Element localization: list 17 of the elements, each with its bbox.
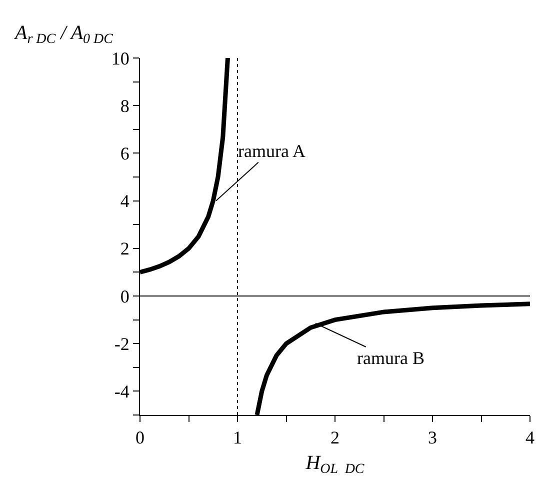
x-tick-label: 3 xyxy=(428,428,437,448)
x-tick-label: 1 xyxy=(233,428,242,448)
y-tick-label: 10 xyxy=(111,48,130,68)
y-tick-label: 2 xyxy=(120,238,130,259)
x-tick-label: 4 xyxy=(526,428,534,448)
y-axis-title: A$_{r DC}$ / A$_{0 DC}$ xyxy=(13,22,114,48)
annotation: ramura A xyxy=(238,141,306,161)
y-tick-label: 8 xyxy=(120,96,130,116)
x-tick-label: 2 xyxy=(330,428,340,448)
x-axis-title: H$_{OL DC}$ xyxy=(304,452,365,477)
y-tick-label: 4 xyxy=(120,191,130,212)
annotation: ramura B xyxy=(357,348,424,368)
y-tick-label: 6 xyxy=(120,144,130,164)
y-tick-label: -2 xyxy=(114,334,130,354)
y-tick-label: -4 xyxy=(114,382,130,402)
y-tick-label: 0 xyxy=(120,286,130,306)
x-tick-label: 0 xyxy=(136,428,144,448)
